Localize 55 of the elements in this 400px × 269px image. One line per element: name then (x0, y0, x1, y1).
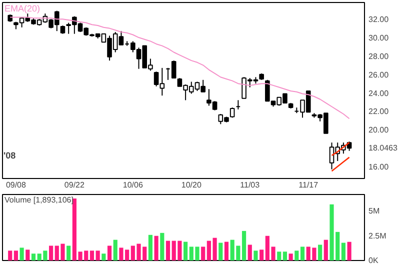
bar (347, 242, 352, 260)
bar (318, 244, 322, 260)
x-tick-label: 10/20 (181, 180, 202, 190)
bar (201, 246, 206, 260)
bar (26, 250, 30, 260)
bar (288, 254, 293, 260)
bar (160, 232, 164, 260)
bar (324, 240, 328, 260)
bar (300, 246, 305, 260)
bar (341, 242, 346, 260)
bar (248, 244, 252, 260)
bar (294, 250, 299, 260)
line-series (331, 156, 350, 172)
bar (20, 248, 24, 260)
y-tick-label: 0K (368, 256, 379, 265)
y-tick-label: 22.00 (368, 107, 390, 116)
bar (224, 242, 229, 260)
y-tick-label: 5M (368, 206, 380, 216)
series-label: EMA(20) (4, 4, 40, 14)
y-tick-label: 20.00 (368, 126, 390, 135)
y-tick-label: 2.5M (368, 231, 387, 240)
y-tick-label: 26.00 (368, 70, 390, 80)
bar (260, 250, 264, 260)
bar (90, 250, 94, 260)
bar (242, 230, 246, 260)
bar (102, 254, 106, 260)
y-tick-label: 16.00 (368, 162, 390, 172)
annotation: '08 (4, 150, 16, 160)
x-tick-label: 09/08 (6, 180, 27, 190)
chart-title: Volume [1,893,106] (4, 196, 74, 204)
x-tick-label: 10/06 (122, 180, 144, 190)
y-tick-label: 18.0463 (368, 144, 398, 153)
y-tick-label: 28.00 (368, 52, 390, 61)
bar (282, 252, 288, 260)
bar (184, 242, 188, 260)
bar (113, 240, 118, 260)
bar (166, 240, 170, 260)
bar (148, 234, 153, 260)
bar (8, 250, 12, 260)
y-tick-label: 32.00 (368, 15, 390, 24)
bar (154, 236, 158, 260)
x-tick-label: 11/17 (298, 180, 319, 190)
x-tick-label: 09/22 (64, 180, 85, 190)
bar (96, 250, 100, 260)
bar (48, 246, 54, 260)
bar (254, 250, 258, 260)
bar (107, 246, 112, 260)
bar (31, 254, 36, 260)
bar (277, 252, 282, 260)
bar (218, 242, 223, 260)
bar (14, 250, 18, 260)
x-tick-label: 11/03 (240, 180, 260, 190)
bar (66, 246, 71, 260)
y-tick-label: 24.00 (368, 88, 390, 98)
y-tick-label: 30.00 (368, 34, 390, 43)
